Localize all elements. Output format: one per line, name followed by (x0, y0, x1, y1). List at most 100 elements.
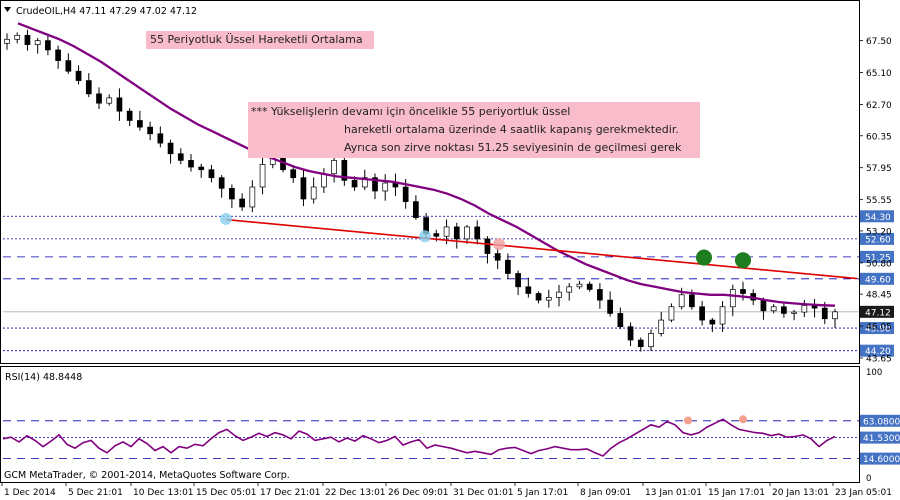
ema-annotation-label: 55 Periyotluk Üssel Hareketli Ortalama (146, 31, 374, 49)
candle-body (413, 201, 419, 218)
candle-body (556, 291, 562, 298)
candle-body (709, 319, 716, 325)
candle-body (55, 49, 61, 61)
candle-body (760, 299, 767, 312)
candle-body (525, 286, 532, 294)
candle-body (290, 169, 297, 179)
price-axis: 54.30 52.60 51.25 49.60 47.12 45.90 44.20 67.50… (859, 37, 894, 365)
candle-body (147, 126, 153, 135)
analysis-note-line-1: *** Yükselişlerin devamı için öncelikle … (251, 105, 571, 118)
rsi-bound-label: 100 (866, 368, 882, 378)
candle-body (402, 186, 409, 202)
time-axis: 1 Dec 2014 5 Dec 21:01 10 Dec 13:01 15 Dec … (1, 483, 892, 498)
candle-body (464, 226, 470, 240)
candle-body (361, 177, 368, 188)
candle-body (137, 120, 143, 128)
candle-body (331, 160, 337, 175)
price-tick-label: 60.35 (866, 132, 892, 142)
candle-body (668, 306, 675, 321)
time-tick-label: 15 Jan 17:01 (708, 488, 765, 498)
time-tick-label: 23 Jan 05:01 (835, 488, 892, 498)
candle-body (740, 289, 746, 294)
candle-body (566, 286, 573, 293)
rsi-panel-frame (0, 366, 860, 483)
rsi-bound-label: 0 (866, 474, 871, 484)
candle-body (75, 70, 82, 81)
candle-body (781, 306, 787, 314)
price-tick-label: 46.05 (866, 323, 892, 333)
rsi-level-box-14.6000 (860, 452, 900, 465)
ema55-line (17, 22, 836, 307)
candle-body (116, 97, 123, 112)
level-label-box-52.60 (860, 232, 894, 245)
candle-body (535, 293, 542, 301)
marker-layer (220, 212, 751, 425)
candle-body (453, 226, 460, 240)
time-tick-label: 15 Dec 05:01 (196, 488, 257, 498)
time-tick-label: 20 Jan 13:01 (772, 488, 829, 498)
candle-body (637, 339, 644, 348)
candle-body (85, 80, 92, 95)
candle-body (351, 180, 358, 188)
candle-body (433, 233, 440, 237)
level-label-52.60: 52.60 (865, 235, 891, 245)
candle-body (198, 166, 205, 171)
rsi-axis: 63.0800 41.5300 14.6000 100 0 (860, 368, 900, 484)
candle-body (4, 38, 10, 44)
candle-body (770, 306, 777, 312)
rsi-peak-2-marker (739, 415, 747, 424)
price-tick-label: 67.50 (866, 37, 892, 47)
candle-body (188, 160, 194, 168)
resistance-1-marker (696, 249, 712, 266)
level-label-51.25: 51.25 (865, 253, 891, 263)
rsi-level-label-14.6000: 14.6000 (863, 455, 900, 465)
candle-body (177, 153, 184, 161)
candle-body (167, 142, 174, 155)
candle-body (443, 226, 450, 237)
candle-body (96, 93, 102, 104)
candle-body (372, 177, 378, 192)
trendline (225, 218, 858, 280)
candle-body (505, 259, 511, 274)
touch-1-marker (220, 212, 232, 225)
rsi-level-box-63.0800 (860, 414, 900, 427)
candle-body (821, 307, 828, 320)
candle-body (648, 333, 654, 348)
candle-body (545, 297, 552, 301)
candle-body (832, 311, 838, 320)
candle-body (300, 177, 307, 200)
price-tick-label: 43.65 (866, 355, 892, 365)
time-tick-label: 31 Dec 01:01 (453, 488, 514, 498)
analysis-note-line-3: Ayrıca son zirve noktası 51.25 seviyesin… (344, 141, 682, 154)
copyright-text: GCM MetaTrader, © 2001-2014, MetaQuotes … (4, 470, 290, 481)
rsi-line (2, 418, 836, 457)
candle-body (65, 60, 72, 72)
rsi-level-box-41.5300 (860, 431, 900, 444)
level-label-box-49.60 (860, 272, 894, 285)
rsi-level-label-63.0800: 63.0800 (863, 417, 900, 427)
level-label-box-45.90 (860, 322, 894, 335)
candle-body (382, 182, 389, 192)
level-label-44.20: 44.20 (865, 347, 891, 357)
resistance-2-marker (735, 252, 751, 269)
candle-body (484, 238, 491, 254)
price-tick-label: 57.95 (866, 164, 892, 174)
candle-body (14, 34, 21, 40)
time-tick-label: 17 Dec 21:01 (260, 488, 321, 498)
price-tick-label: 50.80 (866, 259, 892, 269)
level-label-box-44.20 (860, 344, 894, 357)
rsi-header: RSI(14) 48.8448 (5, 372, 82, 383)
candle-body (321, 173, 327, 188)
candle-body (474, 226, 481, 240)
time-tick-label: 1 Dec 2014 (4, 488, 56, 498)
touch-3-marker (493, 238, 505, 251)
rsi-level-label-41.5300: 41.5300 (863, 434, 900, 444)
candle-body (617, 313, 624, 328)
candle-body (607, 299, 613, 314)
candle-body (576, 283, 583, 288)
candle-body (341, 160, 348, 181)
candle-body (259, 164, 266, 188)
level-label-45.90: 45.90 (865, 325, 891, 335)
candle-body (239, 198, 245, 208)
